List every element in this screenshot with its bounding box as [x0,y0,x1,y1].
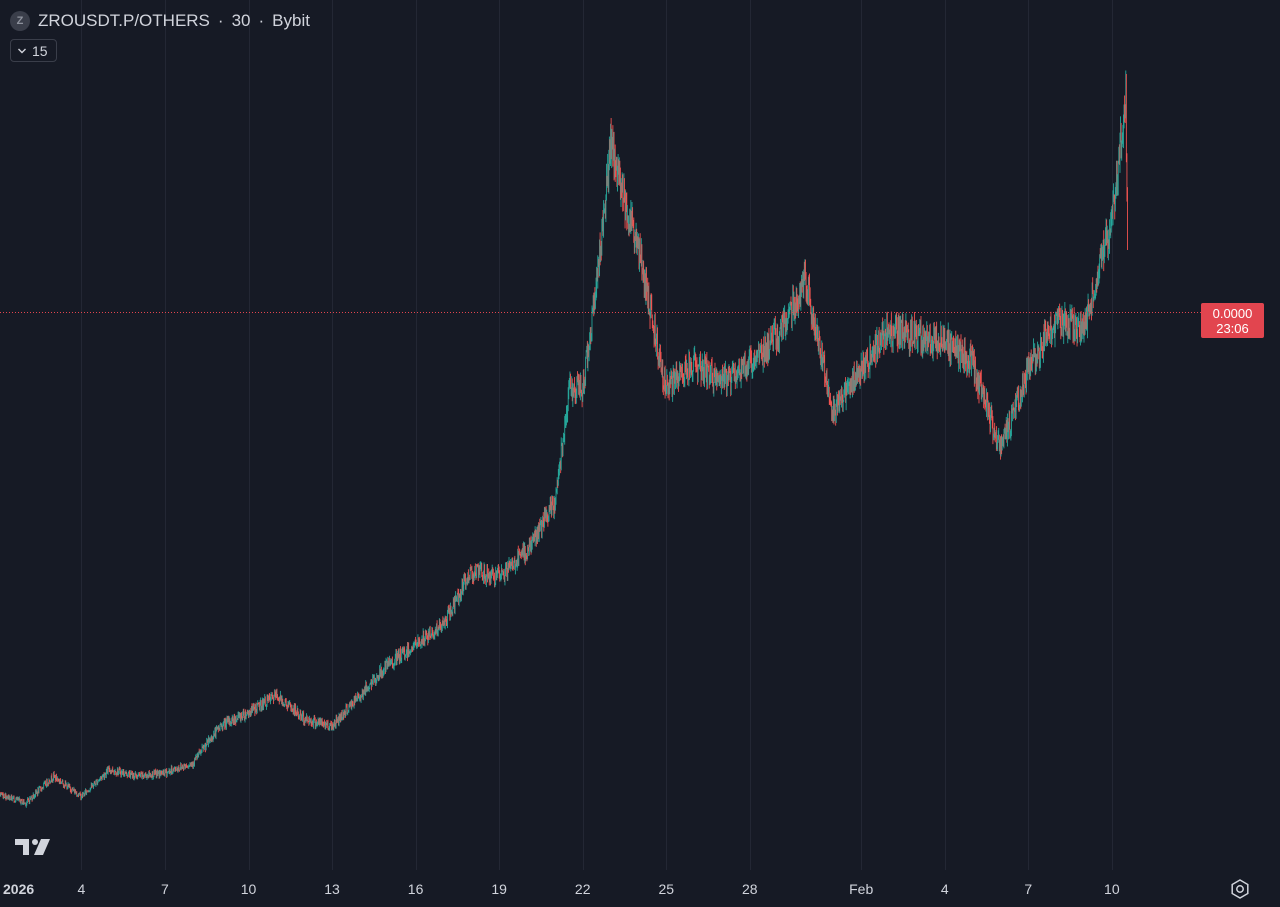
exchange-name: Bybit [272,11,310,30]
tradingview-logo-icon[interactable] [15,837,51,857]
header-separator: · [217,11,224,30]
interval-label[interactable]: 30 [231,11,251,30]
candlestick-series [0,70,1128,808]
chart-grid [81,0,1113,870]
x-tick-label: 16 [408,881,424,897]
last-price-value: 0.0000 [1212,305,1253,321]
x-tick-label: 13 [324,881,340,897]
symbol-name[interactable]: ZROUSDT.P/OTHERS [38,11,210,30]
x-tick-label: 19 [491,881,507,897]
symbol-header[interactable]: Z ZROUSDT.P/OTHERS · 30 · Bybit [10,9,310,33]
time-axis: 2026 4 7 10 13 16 19 22 25 28 Feb 4 7 10 [3,881,1120,897]
x-tick-label: 25 [658,881,674,897]
x-tick-label: Feb [849,881,873,897]
x-tick-label: 22 [575,881,591,897]
settings-gear-icon[interactable] [1229,878,1251,900]
symbol-logo-icon: Z [10,11,30,31]
x-tick-label: 4 [941,881,949,897]
last-price-tag: 0.0000 23:06 [1201,303,1264,338]
indicators-collapse-button[interactable]: 15 [10,39,57,62]
x-tick-label: 7 [1024,881,1032,897]
indicators-count: 15 [32,42,48,59]
header-separator: · [258,11,265,30]
x-tick-label: 4 [78,881,86,897]
chevron-down-icon [18,48,26,53]
x-tick-label: 28 [742,881,758,897]
x-tick-label: 7 [161,881,169,897]
x-tick-label: 10 [1104,881,1120,897]
x-tick-label: 10 [241,881,257,897]
x-tick-label: 2026 [3,881,34,897]
bar-countdown: 23:06 [1216,320,1249,336]
